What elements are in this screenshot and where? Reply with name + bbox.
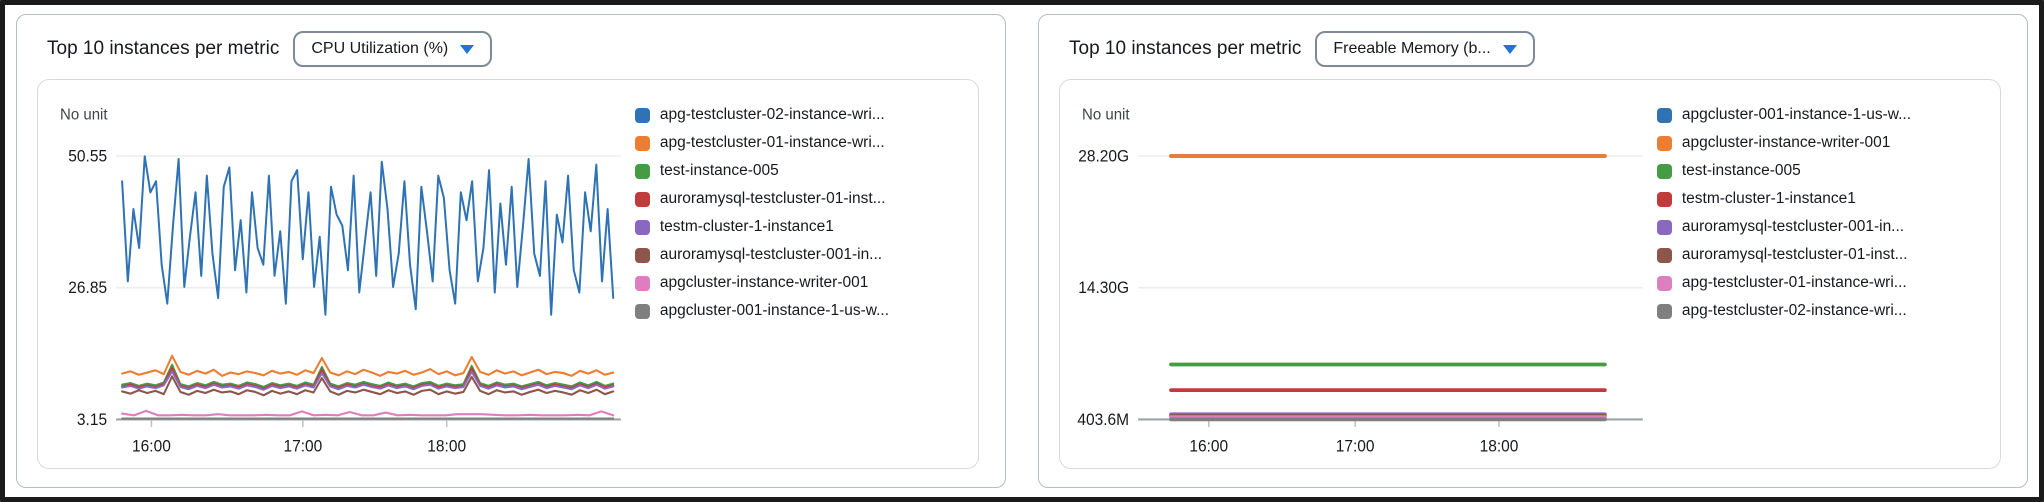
legend-item[interactable]: apg-testcluster-02-instance-wri... [634, 106, 970, 124]
legend-item[interactable]: test-instance-005 [634, 162, 970, 180]
legend-item[interactable]: auroramysql-testcluster-001-in... [1656, 218, 1992, 236]
svg-text:16:00: 16:00 [1189, 437, 1228, 456]
legend-color-swatch [634, 107, 650, 123]
card-header: Top 10 instances per metric CPU Utilizat… [37, 27, 979, 79]
legend-label: auroramysql-testcluster-001-in... [1681, 218, 1905, 235]
svg-text:No unit: No unit [1082, 106, 1130, 124]
card-header: Top 10 instances per metric Freeable Mem… [1059, 27, 2001, 79]
legend-label: testm-cluster-1-instance1 [1681, 190, 1856, 207]
legend-label: apg-testcluster-01-instance-wri... [659, 134, 885, 151]
legend-label: apg-testcluster-02-instance-wri... [659, 106, 885, 123]
legend-label: apgcluster-001-instance-1-us-w... [659, 302, 890, 319]
metric-card-memory: Top 10 instances per metric Freeable Mem… [1038, 14, 2028, 488]
cpu-utilization-line-chart[interactable]: No unit 50.55 26.85 3.15 16:00 17:00 18:00 [50, 92, 631, 460]
legend-label: auroramysql-testcluster-01-inst... [659, 190, 886, 207]
svg-text:28.20G: 28.20G [1078, 147, 1129, 166]
legend-color-swatch [1656, 219, 1672, 235]
svg-text:14.30G: 14.30G [1078, 279, 1129, 298]
metric-dropdown[interactable]: Freeable Memory (b... [1315, 31, 1535, 67]
card-title: Top 10 instances per metric [1069, 38, 1302, 59]
legend-item[interactable]: test-instance-005 [1656, 162, 1992, 180]
legend-color-swatch [1656, 163, 1672, 179]
legend-item[interactable]: apgcluster-instance-writer-001 [634, 274, 970, 292]
legend-color-swatch [1656, 247, 1672, 263]
legend-item[interactable]: apgcluster-instance-writer-001 [1656, 134, 1992, 152]
svg-text:18:00: 18:00 [427, 437, 466, 456]
legend-color-swatch [1656, 275, 1672, 291]
legend-item[interactable]: auroramysql-testcluster-01-inst... [1656, 246, 1992, 264]
freeable-memory-line-chart[interactable]: No unit 28.20G 14.30G 403.6M 16:00 17:00 18:00 [1072, 92, 1653, 460]
legend-label: test-instance-005 [659, 162, 779, 179]
card-title: Top 10 instances per metric [47, 38, 280, 59]
legend-color-swatch [634, 247, 650, 263]
chart-panel: No unit 28.20G 14.30G 403.6M 16:00 17:00 18:00… [1059, 79, 2001, 469]
legend-item[interactable]: apg-testcluster-01-instance-wri... [634, 134, 970, 152]
legend-color-swatch [634, 163, 650, 179]
legend-label: testm-cluster-1-instance1 [659, 218, 834, 235]
legend-color-swatch [1656, 191, 1672, 207]
metric-dropdown-label: Freeable Memory (b... [1333, 40, 1491, 57]
legend-item[interactable]: auroramysql-testcluster-01-inst... [634, 190, 970, 208]
chart-legend: apgcluster-001-instance-1-us-w... apgclus… [1653, 92, 1994, 460]
svg-text:3.15: 3.15 [77, 410, 107, 429]
svg-text:403.6M: 403.6M [1077, 410, 1129, 429]
legend-item[interactable]: apg-testcluster-01-instance-wri... [1656, 274, 1992, 292]
legend-label: test-instance-005 [1681, 162, 1801, 179]
svg-text:50.55: 50.55 [68, 147, 107, 166]
legend-item[interactable]: testm-cluster-1-instance1 [1656, 190, 1992, 208]
legend-color-swatch [634, 135, 650, 151]
legend-label: apgcluster-instance-writer-001 [659, 274, 869, 291]
caret-down-icon [460, 44, 475, 54]
legend-item[interactable]: auroramysql-testcluster-001-in... [634, 246, 970, 264]
legend-item[interactable]: testm-cluster-1-instance1 [634, 218, 970, 236]
legend-color-swatch [634, 275, 650, 291]
svg-text:17:00: 17:00 [283, 437, 322, 456]
svg-text:No unit: No unit [60, 106, 108, 124]
legend-color-swatch [1656, 107, 1672, 123]
svg-text:18:00: 18:00 [1480, 437, 1519, 456]
metric-dropdown-label: CPU Utilization (%) [311, 40, 449, 57]
legend-label: apg-testcluster-01-instance-wri... [1681, 274, 1907, 291]
svg-text:16:00: 16:00 [132, 437, 171, 456]
svg-text:26.85: 26.85 [68, 279, 107, 298]
legend-item[interactable]: apgcluster-001-instance-1-us-w... [1656, 106, 1992, 124]
metric-dropdown[interactable]: CPU Utilization (%) [293, 31, 493, 67]
legend-color-swatch [1656, 135, 1672, 151]
legend-label: apg-testcluster-02-instance-wri... [1681, 302, 1907, 319]
chart-panel: No unit 50.55 26.85 3.15 16:00 17:00 18:00 apg… [37, 79, 979, 469]
chart-legend: apg-testcluster-02-instance-wri... apg-te… [631, 92, 972, 460]
metric-card-cpu: Top 10 instances per metric CPU Utilizat… [16, 14, 1006, 488]
legend-label: auroramysql-testcluster-01-inst... [1681, 246, 1908, 263]
legend-item[interactable]: apg-testcluster-02-instance-wri... [1656, 302, 1992, 320]
legend-color-swatch [634, 191, 650, 207]
legend-color-swatch [634, 219, 650, 235]
caret-down-icon [1502, 44, 1517, 54]
svg-text:17:00: 17:00 [1336, 437, 1375, 456]
legend-item[interactable]: apgcluster-001-instance-1-us-w... [634, 302, 970, 320]
legend-color-swatch [1656, 303, 1672, 319]
legend-label: apgcluster-instance-writer-001 [1681, 134, 1891, 151]
legend-label: auroramysql-testcluster-001-in... [659, 246, 883, 263]
legend-color-swatch [634, 303, 650, 319]
legend-label: apgcluster-001-instance-1-us-w... [1681, 106, 1912, 123]
